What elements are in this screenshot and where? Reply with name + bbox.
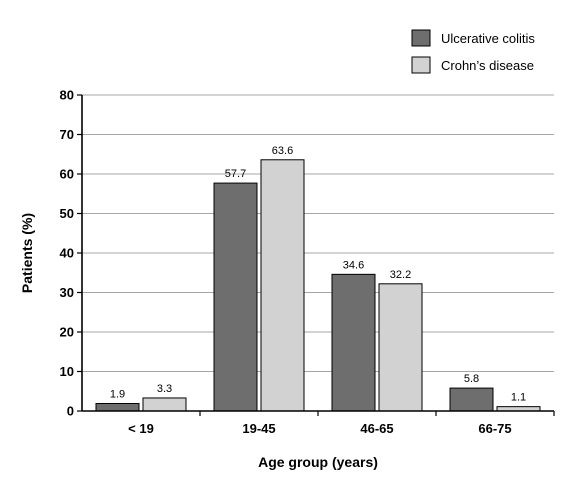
x-axis-label: Age group (years) — [258, 454, 378, 470]
legend-label: Crohn’s disease — [441, 58, 534, 73]
legend: Ulcerative colitis Crohn’s disease — [411, 29, 535, 74]
y-tick-label: 0 — [67, 404, 74, 419]
x-axis-ticks: < 19 19-45 46-65 66-75 — [128, 411, 555, 436]
data-label: 1.1 — [511, 392, 526, 404]
x-tick-label: 66-75 — [478, 421, 511, 436]
gridlines — [82, 94, 554, 372]
y-axis-ticks: 0 10 20 30 40 50 60 70 80 — [60, 88, 82, 419]
y-tick-label: 10 — [60, 364, 74, 379]
y-tick-label: 30 — [60, 285, 74, 300]
bar-ulcerative-colitis-1 — [213, 182, 258, 412]
bar-ulcerative-colitis-0 — [95, 402, 140, 412]
data-label: 34.6 — [343, 259, 364, 271]
y-axis-label: Patients (%) — [19, 213, 35, 293]
bar-ulcerative-colitis-2 — [331, 273, 376, 412]
y-tick-label: 40 — [60, 246, 74, 261]
data-label: 3.3 — [157, 383, 172, 395]
x-tick-label: 46-65 — [360, 421, 393, 436]
x-tick-label: < 19 — [128, 421, 154, 436]
bar-crohns-disease-0 — [142, 397, 187, 412]
y-tick-label: 60 — [60, 167, 74, 182]
data-label: 32.2 — [390, 269, 411, 281]
legend-label: Ulcerative colitis — [441, 31, 535, 46]
y-tick-label: 20 — [60, 325, 74, 340]
data-label: 1.9 — [110, 388, 125, 400]
data-label: 5.8 — [464, 373, 479, 385]
y-tick-label: 50 — [60, 206, 74, 221]
legend-swatch-ulcerative-colitis — [411, 29, 431, 47]
bar-ulcerative-colitis-3 — [449, 387, 494, 412]
y-tick-label: 70 — [60, 127, 74, 142]
bar-crohns-disease-2 — [378, 283, 423, 412]
bar-crohns-disease-1 — [260, 159, 305, 412]
data-label: 57.7 — [225, 168, 246, 180]
legend-swatch-crohns-disease — [411, 56, 431, 74]
data-labels: 1.9 3.3 57.7 63.6 34.6 32.2 5.8 1.1 — [110, 145, 526, 404]
x-tick-label: 19-45 — [242, 421, 275, 436]
data-label: 63.6 — [272, 145, 293, 157]
y-tick-label: 80 — [60, 88, 74, 103]
